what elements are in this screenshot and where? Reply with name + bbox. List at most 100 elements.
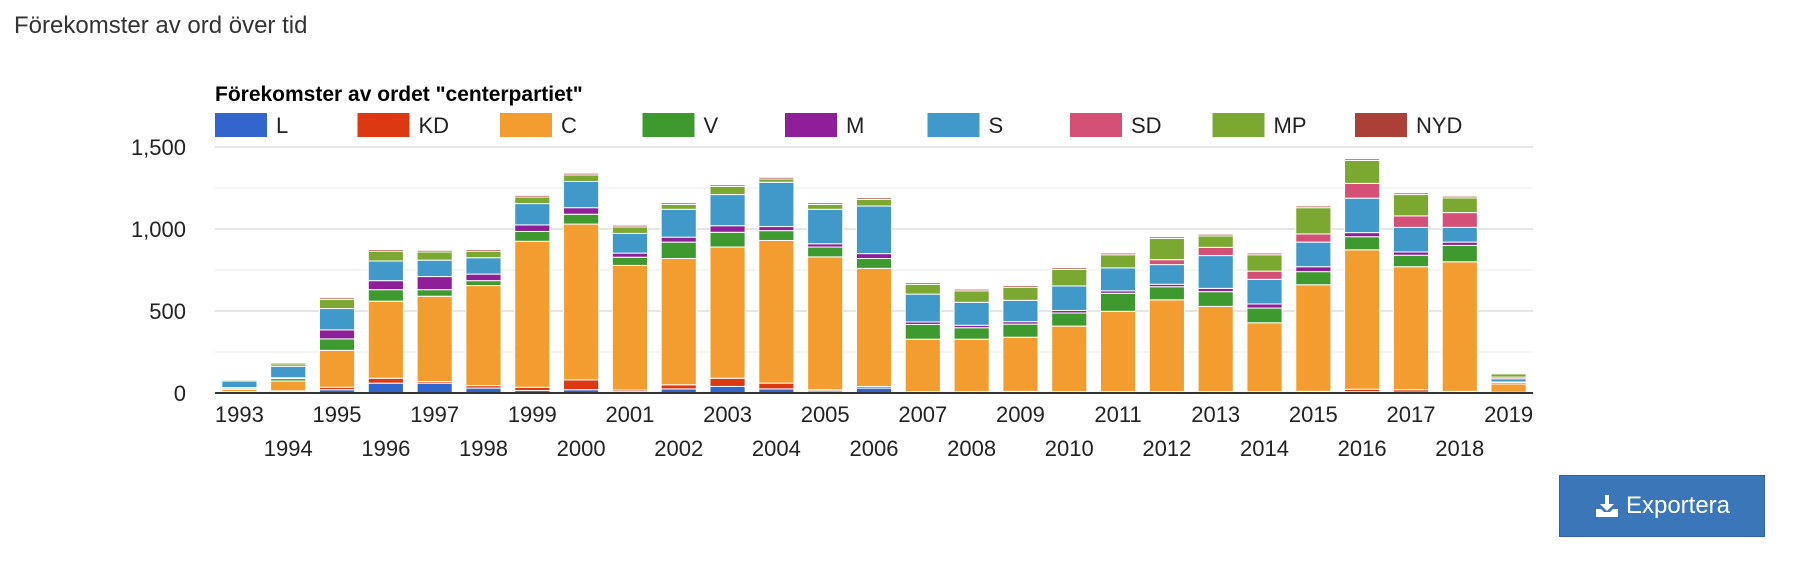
legend-item-m[interactable]: M: [785, 113, 864, 138]
bar-segment-s: [1002, 299, 1039, 323]
bar-segment-m: [465, 273, 502, 282]
bar-segment-nyd: [1441, 195, 1478, 199]
bar-segment-nyd: [758, 176, 795, 180]
legend-item-v[interactable]: V: [642, 113, 719, 138]
bar-segment-nyd: [1246, 252, 1283, 256]
x-tick-label: 2017: [1386, 402, 1435, 427]
bar-segment-c: [1002, 336, 1039, 392]
bar-segment-mp: [318, 299, 356, 310]
bar-segment-nyd: [1344, 158, 1381, 161]
bar-segment-s: [270, 365, 307, 379]
bar-segment-m: [1295, 266, 1332, 273]
bar-segment-v: [904, 323, 941, 340]
bar-segment-v: [465, 280, 502, 287]
x-tick-label: 1999: [508, 402, 557, 427]
bar-segment-v: [318, 338, 356, 351]
bar-segment-l: [367, 382, 404, 394]
x-tick-label: 1998: [459, 436, 508, 461]
bar-segment-mp: [611, 226, 648, 234]
bar-segment-c: [1295, 284, 1332, 392]
legend-label: L: [276, 113, 288, 138]
legend-label: KD: [419, 113, 450, 138]
legend-item-mp[interactable]: MP: [1212, 113, 1307, 138]
bar-segment-mp: [660, 203, 697, 210]
bar-segment-mp: [1441, 197, 1478, 214]
bar-segment-nyd: [221, 378, 258, 381]
bar-segment-s: [1344, 197, 1381, 234]
bar-segment-nyd: [807, 202, 844, 205]
page-title: Förekomster av ord över tid: [14, 12, 308, 39]
bar-segment-sd: [1392, 215, 1430, 228]
legend-item-s[interactable]: S: [927, 113, 1004, 138]
bar-segment-kd: [563, 379, 600, 391]
bar-segment-v: [709, 231, 746, 248]
bar-segment-s: [709, 194, 746, 227]
bar-segment-m: [1344, 232, 1381, 238]
bar-segment-mp: [563, 174, 600, 182]
bar-segment-c: [758, 239, 795, 384]
bar-segment-s: [221, 380, 258, 389]
bar-segment-nyd: [367, 249, 404, 252]
bar-segment-c: [1246, 322, 1283, 393]
legend-swatch: [357, 113, 410, 137]
bar-segment-kd: [660, 384, 697, 390]
legend-swatch: [215, 113, 267, 137]
bar-segment-nyd: [1197, 233, 1234, 237]
legend-item-nyd[interactable]: NYD: [1355, 113, 1462, 138]
x-tick-label: 2002: [654, 436, 703, 461]
bar-segment-m: [416, 276, 453, 291]
x-tick-label: 2016: [1338, 436, 1387, 461]
bar-segment-m: [611, 252, 648, 258]
x-tick-label: 1997: [410, 402, 459, 427]
legend-item-c[interactable]: C: [500, 113, 577, 138]
x-tick-label: 2009: [996, 402, 1045, 427]
x-tick-label: 1995: [313, 402, 362, 427]
bar-segment-c: [465, 285, 502, 387]
bar-segment-mp: [514, 196, 551, 205]
bar-segment-sd: [1441, 212, 1478, 228]
bar-segment-c: [1392, 266, 1430, 391]
bar-segment-s: [758, 181, 795, 228]
legend-label: S: [989, 113, 1004, 138]
bar-segment-mp: [367, 250, 404, 262]
bar-segment-s: [318, 308, 356, 331]
download-icon: [1594, 494, 1620, 518]
bar-segment-c: [1100, 310, 1137, 393]
bars: [221, 158, 1527, 394]
bar-segment-s: [904, 293, 941, 323]
legend-label: SD: [1131, 113, 1162, 138]
x-tick-label: 1993: [215, 402, 264, 427]
bar-segment-v: [953, 327, 990, 340]
export-button[interactable]: Exportera: [1559, 475, 1765, 537]
bar-segment-sd: [1295, 233, 1332, 243]
export-button-label: Exportera: [1625, 492, 1731, 519]
bar-segment-s: [1441, 226, 1478, 243]
bar-segment-s: [563, 180, 600, 209]
bar-segment-sd: [1246, 270, 1283, 280]
bar-segment-c: [416, 295, 453, 383]
bar-segment-c: [514, 240, 551, 388]
bar-segment-l: [416, 382, 453, 394]
legend-swatch: [500, 113, 552, 137]
legend-swatch: [642, 113, 695, 137]
legend-swatch: [1070, 113, 1122, 137]
legend-item-sd[interactable]: SD: [1070, 113, 1162, 138]
bar-segment-sd: [1148, 259, 1185, 266]
bar-segment-s: [855, 205, 893, 255]
bar-segment-v: [660, 241, 697, 260]
x-tick-label: 2013: [1191, 402, 1240, 427]
bar-segment-s: [1197, 255, 1234, 289]
bar-segment-c: [1051, 325, 1088, 393]
legend-item-l[interactable]: L: [215, 113, 288, 138]
bar-segment-c: [1490, 383, 1527, 393]
x-tick-label: 2012: [1142, 436, 1191, 461]
bar-segment-s: [1392, 226, 1430, 253]
x-tick-label: 2007: [898, 402, 947, 427]
legend-item-kd[interactable]: KD: [357, 113, 450, 138]
bar-segment-v: [1051, 312, 1088, 327]
legend-swatch: [785, 113, 837, 137]
bar-segment-s: [1100, 267, 1137, 292]
legend-label: NYD: [1416, 113, 1462, 138]
bar-segment-v: [611, 256, 648, 266]
chart-legend: L KD C V M S SD MP NYD: [215, 113, 1462, 138]
